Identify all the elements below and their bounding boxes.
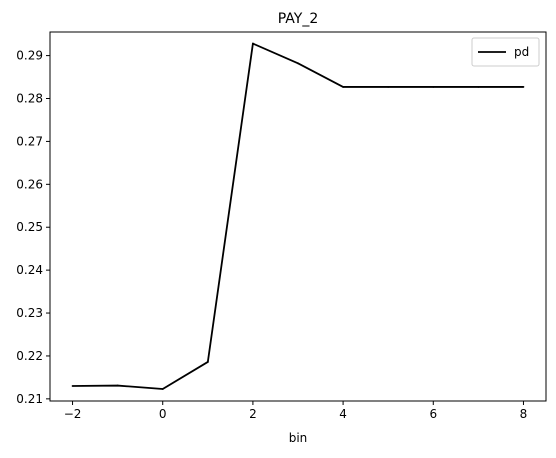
y-tick-label: 0.28 (16, 92, 43, 106)
y-tick-label: 0.21 (16, 392, 43, 406)
x-tick-label: 0 (159, 407, 167, 421)
plot-frame (49, 31, 547, 402)
x-tick-label: 6 (429, 407, 437, 421)
series-layer (71, 42, 525, 390)
data-point (477, 86, 480, 88)
data-point (206, 361, 209, 363)
x-tick-label: 8 (520, 407, 528, 421)
legend: pd (471, 37, 540, 67)
legend-label-pd: pd (514, 45, 529, 59)
y-tick-label: 0.24 (16, 263, 43, 277)
y-axis: 0.21 0.22 0.23 0.24 0.25 0.26 0.27 0.28 0.29 (16, 49, 50, 406)
x-tick-label: 4 (339, 407, 347, 421)
x-axis-label: bin (289, 431, 308, 445)
data-point (342, 86, 344, 88)
data-point (161, 388, 164, 390)
data-point (297, 62, 299, 65)
data-point (522, 86, 525, 88)
chart-title: PAY_2 (278, 11, 319, 27)
y-tick-label: 0.29 (16, 49, 43, 63)
y-tick-label: 0.27 (16, 134, 43, 148)
y-tick-label: 0.22 (16, 349, 43, 363)
y-tick-label: 0.25 (16, 220, 43, 234)
x-tick-label: 2 (249, 407, 257, 421)
plot-area (49, 31, 547, 402)
y-tick-label: 0.26 (16, 177, 43, 191)
data-point (432, 86, 435, 88)
data-point (71, 385, 74, 387)
data-point (387, 86, 390, 88)
data-point (252, 42, 254, 45)
data-point (116, 384, 119, 387)
x-axis: −2 0 2 4 6 8 (64, 401, 528, 421)
x-tick-label: −2 (64, 407, 82, 421)
y-tick-label: 0.23 (16, 306, 43, 320)
